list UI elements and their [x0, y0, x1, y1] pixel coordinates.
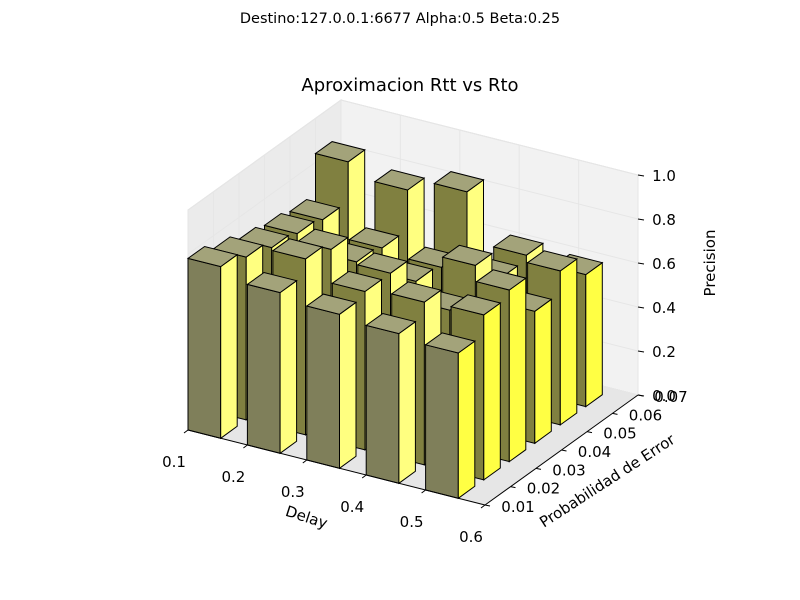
bar-front-face [187, 257, 222, 439]
y-tick-mark [612, 412, 618, 415]
z-tick-mark [637, 350, 645, 353]
bar-side-face [534, 298, 552, 445]
y-tick-mark [561, 449, 567, 452]
x-tick-label: 0.2 [221, 468, 245, 486]
x-axis-line [187, 429, 486, 506]
z-tick-label: 0.4 [652, 299, 676, 317]
y-tick-label: 0.01 [501, 498, 534, 516]
bar-top-face [246, 271, 298, 294]
bar-side-face [398, 320, 416, 485]
x-tick-label: 0.3 [281, 483, 305, 501]
bar-d0.4-p0.01 [365, 312, 417, 485]
y-tick-mark [484, 504, 491, 507]
x-tick-mark [183, 429, 189, 434]
bars-group [186, 141, 604, 500]
z-tick-mark [637, 306, 645, 309]
bar-top-face [526, 250, 578, 272]
x-tick-mark [480, 504, 486, 509]
y-tick-mark [535, 467, 542, 470]
bar-top-face [288, 198, 341, 221]
x-axis-label: Delay [283, 502, 330, 532]
z-tick-label: 0.0 [652, 387, 676, 405]
bar-side-face [508, 277, 527, 463]
z-tick-label: 0.6 [652, 255, 676, 273]
bar-side-face [483, 302, 501, 481]
bar-top-face [263, 212, 315, 235]
bar-top-face [314, 141, 366, 163]
bar-top-face [271, 238, 324, 260]
z-axis-label: Precision [701, 230, 719, 297]
bar-top-face [186, 245, 239, 268]
bar-d0.3-p0.01 [305, 293, 358, 470]
bar-top-face [365, 312, 417, 335]
bar-top-face [433, 171, 485, 193]
bar-side-face [220, 253, 238, 440]
bar-top-face [449, 294, 502, 316]
bar-top-face [305, 293, 358, 315]
z-tick-mark [637, 394, 645, 397]
x-tick-mark [243, 444, 248, 449]
bar-top-face [441, 244, 494, 266]
bar-front-face [246, 283, 281, 454]
z-tick-label: 1.0 [652, 167, 676, 185]
z-tick-label: 0.8 [652, 211, 676, 229]
y-tick-label: 0.07 [654, 388, 687, 406]
z-tick-mark [637, 174, 645, 177]
bar-front-face [306, 305, 340, 469]
bar-d0.1-p0.01 [186, 245, 239, 440]
bar-side-face [559, 258, 578, 426]
bar-top-face [475, 269, 527, 291]
y-tick-label: 0.02 [527, 480, 560, 498]
x-tick-mark [302, 459, 308, 464]
bar-side-face [279, 279, 298, 455]
bar-top-face [348, 227, 400, 249]
y-tick-label: 0.06 [629, 406, 662, 424]
x-tick-label: 0.5 [400, 513, 424, 531]
y-tick-label: 0.03 [552, 461, 585, 479]
bar-side-face [585, 261, 603, 408]
y-tick-label: 0.05 [603, 425, 636, 443]
y-tick-mark [510, 486, 516, 489]
x-tick-mark [361, 474, 367, 479]
bar-side-face [339, 301, 357, 470]
bar-d0.2-p0.01 [246, 271, 298, 455]
bar-top-face [373, 169, 426, 191]
x-tick-label: 0.4 [340, 498, 364, 516]
bar-front-face [365, 324, 400, 484]
z-tick-mark [637, 262, 645, 265]
x-tick-label: 0.6 [459, 528, 483, 546]
bar-top-face [356, 252, 409, 274]
x-tick-mark [421, 489, 426, 494]
bar-top-face [424, 332, 476, 354]
z-tick-label: 0.2 [652, 343, 676, 361]
figure-suptitle: Destino:127.0.0.1:6677 Alpha:0.5 Beta:0.… [240, 11, 560, 27]
bar-side-face [457, 340, 476, 500]
bar-top-face [390, 281, 443, 303]
y-tick-label: 0.04 [578, 443, 611, 461]
z-tick-mark [637, 218, 645, 221]
bar-d0.5-p0.01 [424, 332, 476, 500]
bar-top-face [331, 270, 383, 293]
ticks-group: 0.10.20.30.40.50.60.010.020.030.040.050.… [162, 167, 688, 546]
bar-front-face [425, 344, 459, 499]
bar-top-face [492, 234, 545, 256]
x-tick-label: 0.1 [162, 453, 186, 471]
chart-title: Aproximacion Rtt vs Rto [301, 75, 518, 96]
y-tick-mark [586, 431, 593, 434]
